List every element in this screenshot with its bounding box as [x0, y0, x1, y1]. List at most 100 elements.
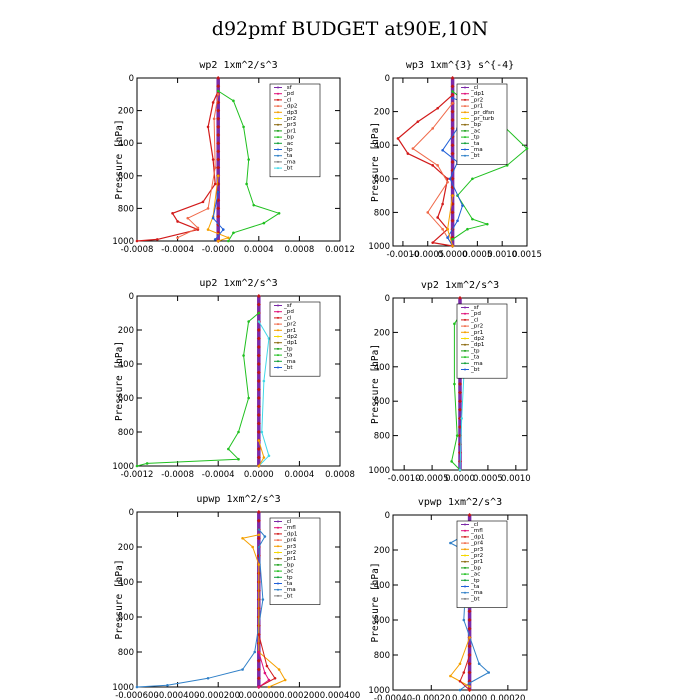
- series-marker: [451, 237, 454, 241]
- series-line-pr2: [449, 637, 471, 687]
- legend-marker: [277, 532, 279, 535]
- legend-marker: [277, 354, 279, 357]
- series-marker: [257, 545, 261, 549]
- series-marker: [256, 455, 261, 460]
- legend-marker: [464, 312, 466, 315]
- y-axis-label: Pressure [hPa]: [114, 341, 125, 421]
- series-marker: [446, 227, 449, 231]
- series-marker: [277, 211, 281, 215]
- x-tick-label: 0.0000: [438, 250, 468, 260]
- x-tick-label: 0.0000: [244, 470, 274, 480]
- series-marker: [206, 207, 210, 210]
- legend-entry: _pr3: [283, 122, 297, 128]
- series-marker: [468, 636, 471, 639]
- legend-marker: [277, 545, 279, 548]
- series-marker: [216, 239, 220, 243]
- series-marker: [462, 618, 466, 622]
- legend-marker: [464, 154, 466, 157]
- series-marker: [216, 93, 220, 96]
- series-marker: [242, 354, 245, 357]
- series-marker: [256, 345, 261, 349]
- series-marker: [467, 513, 472, 517]
- series-marker: [450, 210, 455, 215]
- series-marker: [227, 447, 230, 451]
- series-marker: [256, 353, 261, 358]
- legend-marker: [464, 92, 466, 95]
- series-marker: [267, 454, 271, 458]
- series-marker: [261, 598, 265, 601]
- legend-entry: _pr4: [470, 541, 484, 547]
- series-marker: [471, 217, 474, 221]
- series-marker: [450, 84, 455, 89]
- series-line-dp1: [459, 654, 471, 691]
- y-tick-label: 0: [385, 294, 390, 304]
- legend-entry: _bp: [283, 562, 294, 568]
- legend-entry: _tp: [283, 147, 293, 153]
- legend-entry: _dp1: [470, 91, 485, 97]
- x-tick-label: 0.0015: [512, 250, 542, 260]
- panel-title: wp2 1xm^2/s^3: [199, 60, 277, 71]
- y-axis-label: Pressure [hPa]: [370, 344, 381, 424]
- y-tick-label: 800: [118, 648, 134, 658]
- legend-marker: [464, 542, 466, 545]
- y-tick-label: 400: [118, 139, 134, 149]
- series-marker: [216, 214, 221, 219]
- legend-marker: [464, 368, 466, 371]
- series-marker: [468, 681, 471, 685]
- legend-marker: [464, 548, 466, 551]
- legend-marker: [464, 585, 466, 588]
- series-marker: [262, 221, 266, 225]
- series-marker: [216, 206, 221, 211]
- series-marker: [256, 676, 261, 681]
- series-marker: [257, 633, 261, 636]
- series-marker: [396, 137, 400, 140]
- series-marker: [467, 644, 472, 649]
- series-marker: [450, 143, 455, 148]
- legend-marker: [277, 360, 279, 363]
- series-marker: [257, 464, 261, 468]
- legend-entry: _dp1: [283, 340, 298, 346]
- y-tick-label: 0: [129, 508, 134, 518]
- legend-entry: _tp: [283, 346, 293, 352]
- series-marker: [458, 382, 462, 386]
- legend-entry: _ma: [470, 361, 483, 367]
- series-marker: [256, 362, 261, 366]
- legend-marker: [277, 539, 279, 542]
- series-marker: [206, 228, 210, 231]
- legend-entry: _dp2: [283, 334, 297, 340]
- series-marker: [458, 662, 462, 666]
- y-tick-label: 200: [118, 326, 134, 336]
- legend-entry: _dp1: [470, 534, 485, 540]
- legend-entry: _tp: [470, 135, 480, 141]
- series-marker: [257, 320, 261, 323]
- legend-marker: [464, 318, 466, 321]
- legend-entry: _dp1: [283, 531, 298, 537]
- legend-marker: [277, 92, 279, 95]
- series-marker: [449, 674, 452, 678]
- x-tick-label: 0.000400: [320, 691, 361, 700]
- series-line-tp: [212, 192, 224, 240]
- legend-entry: _bt: [283, 365, 293, 371]
- series-marker: [216, 116, 221, 121]
- x-tick-label: -0.0000: [202, 245, 235, 255]
- series-marker: [156, 238, 159, 241]
- y-tick-label: 600: [118, 613, 134, 623]
- y-tick-label: 200: [118, 107, 134, 117]
- legend-marker: [277, 594, 279, 597]
- series-marker: [458, 296, 462, 300]
- legend-marker: [464, 325, 466, 328]
- legend-entry: _bt: [470, 596, 480, 602]
- series-marker: [256, 404, 261, 409]
- series-marker: [451, 194, 454, 197]
- legend-entry: _sf: [470, 305, 480, 311]
- legend-marker: [464, 535, 466, 538]
- series-marker: [267, 337, 271, 340]
- series-marker: [171, 211, 174, 215]
- series-marker: [467, 670, 472, 675]
- legend-entry: _bt: [283, 166, 293, 172]
- y-tick-label: 800: [118, 428, 134, 438]
- series-marker: [458, 399, 462, 404]
- x-tick-label: -0.00020: [412, 694, 450, 700]
- series-marker: [256, 370, 261, 375]
- panel-up2: up2 1xm^2/s^3 Pressure [hPa] 0 200 400 600 800…: [112, 278, 355, 480]
